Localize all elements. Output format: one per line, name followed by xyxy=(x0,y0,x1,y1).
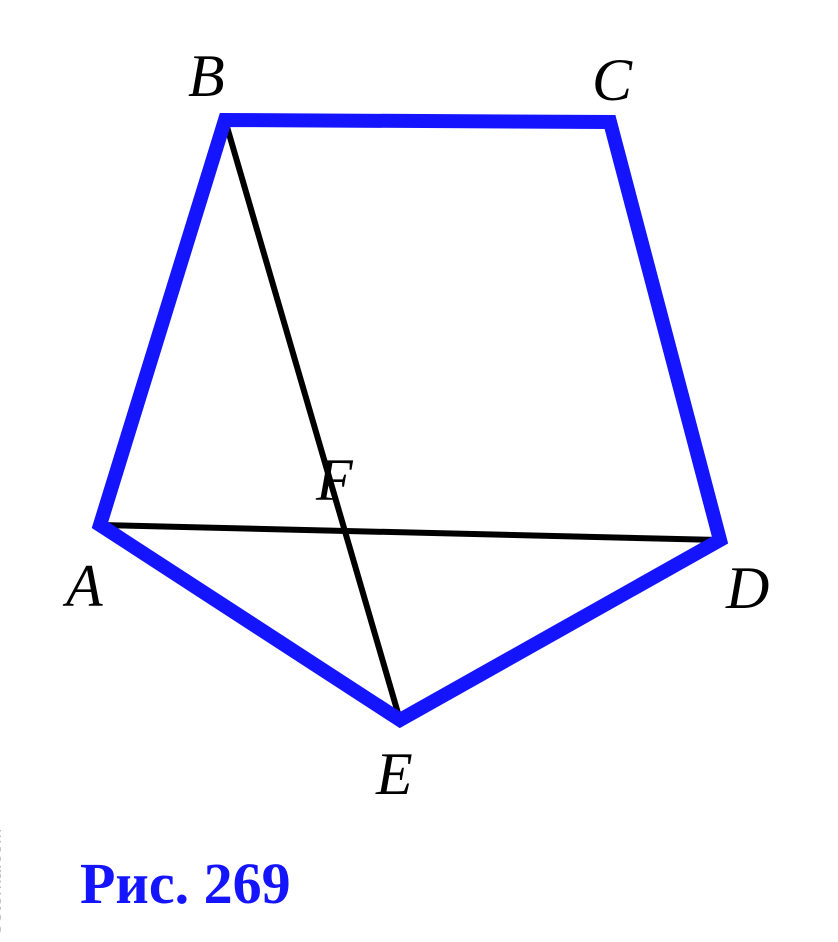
watermark: ©5terka.com xyxy=(0,828,6,936)
label-e: E xyxy=(376,744,413,804)
diagram-stage: A B C D E F Рис. 269 ©5terka.com xyxy=(0,0,838,942)
label-f: F xyxy=(316,450,353,510)
figure-caption: Рис. 269 xyxy=(80,850,291,917)
diagram-svg xyxy=(0,0,838,942)
label-c: C xyxy=(592,50,632,110)
label-a: A xyxy=(66,556,103,616)
label-b: B xyxy=(188,46,225,106)
label-d: D xyxy=(726,558,769,618)
diagonal-ad xyxy=(100,525,720,540)
pentagon xyxy=(100,120,720,720)
